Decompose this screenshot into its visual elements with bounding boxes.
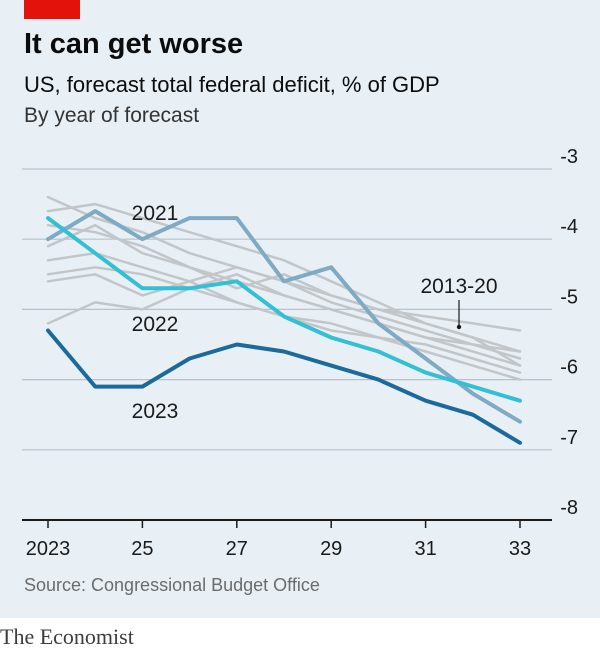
y-tick-label: -5: [560, 286, 578, 308]
x-tick-label: 29: [320, 538, 342, 560]
series-labels: 2013-20 2021 2022 2023: [132, 202, 498, 423]
y-tick-label: -4: [560, 216, 578, 238]
line-chart: -3-4-5-6-7-8 2023 25 27 29 31 33 2013-2020212…: [22, 146, 578, 560]
series-lines: [46, 195, 522, 445]
x-tick-label: 33: [509, 538, 531, 560]
chart-description: By year of forecast: [24, 104, 200, 127]
chart-panel: It can get worse US, forecast total fede…: [0, 0, 600, 618]
x-tick-label: 27: [226, 538, 248, 560]
y-tick-label: -3: [560, 146, 578, 168]
x-tick-label: 2023: [26, 538, 71, 560]
x-tick-label: 31: [414, 538, 436, 560]
series-label-2021: 2021: [132, 202, 179, 225]
source-note: Source: Congressional Budget Office: [24, 575, 320, 595]
brand-red-tag: [24, 0, 80, 19]
series-line-2013-20-faint: [46, 273, 522, 367]
x-axis: 2023 25 27 29 31 33: [22, 519, 552, 560]
chart-subtitle: US, forecast total federal deficit, % of…: [24, 72, 440, 97]
y-tick-label: -6: [560, 357, 578, 379]
y-tick-labels: -3 -4 -5 -6 -7 -8: [560, 146, 578, 519]
chart-title: It can get worse: [24, 28, 244, 60]
series-line-2021: [46, 209, 522, 424]
y-tick-label: -7: [560, 427, 578, 449]
series-label-2022: 2022: [132, 313, 179, 336]
series-line-2022: [46, 216, 522, 403]
label-leader-dot: [456, 324, 462, 330]
y-tick-label: -8: [560, 497, 578, 519]
series-line-2023: [46, 328, 522, 445]
series-label-2023: 2023: [132, 400, 179, 423]
series-line-2013-20: [46, 195, 522, 332]
brand-name: The Economist: [0, 624, 134, 649]
x-tick-label: 25: [131, 538, 153, 560]
gridlines: [22, 168, 552, 451]
series-label-2013-20: 2013-20: [420, 275, 497, 298]
series-line-2013-20-faint: [46, 223, 522, 367]
